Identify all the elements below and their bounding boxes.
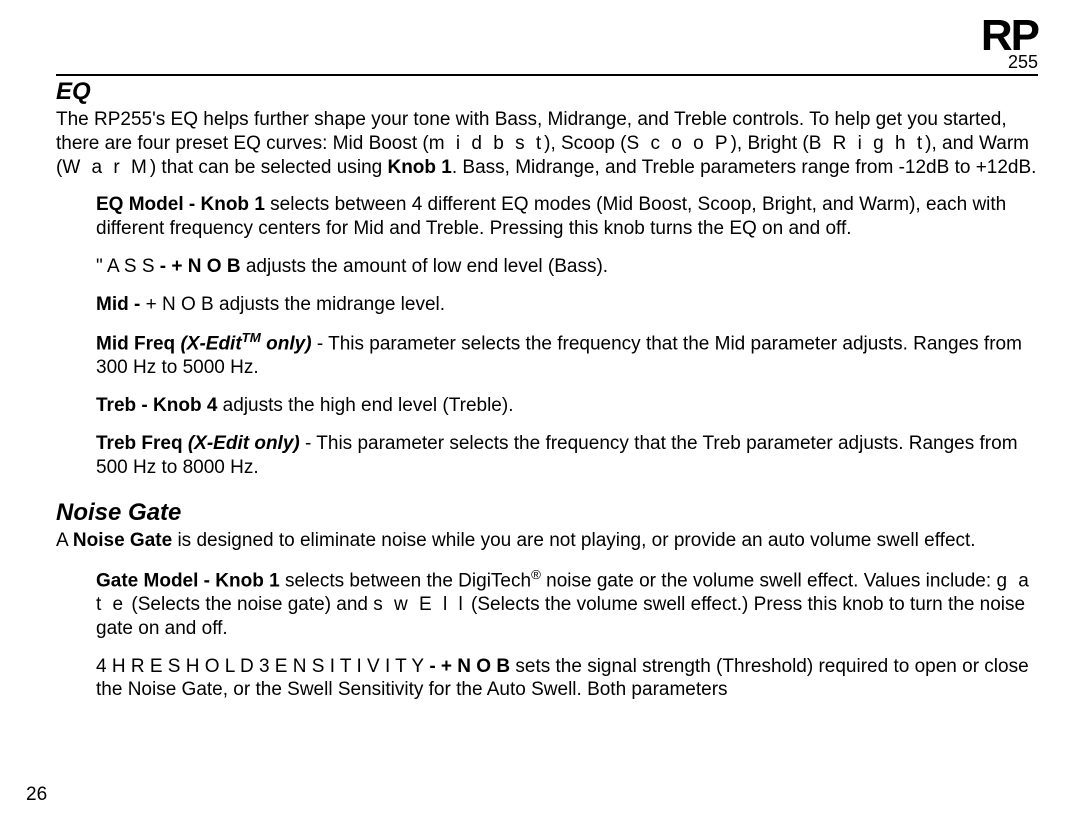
eq-item-trebfreq: Treb Freq (X-Edit only) - This parameter…: [96, 432, 1038, 480]
eq-heading: EQ: [56, 78, 1038, 106]
eq-treb-text: adjusts the high end level (Treble).: [217, 395, 513, 416]
eq-mid-text: adjusts the midrange level.: [219, 294, 445, 315]
eq-intro: The RP255's EQ helps further shape your …: [56, 108, 1038, 179]
eq-item-mid: Mid - + N O B adjusts the midrange level…: [96, 293, 1038, 317]
ng-thresh-pre: 4 H R E S H O L D 3 E N S I T I V I T Y: [96, 656, 424, 677]
eq-midfreq-tm: TM: [242, 330, 261, 345]
ng-item-threshold: 4 H R E S H O L D 3 E N S I T I V I T Y …: [96, 655, 1038, 703]
noise-gate-intro: A Noise Gate is designed to eliminate no…: [56, 529, 1038, 553]
eq-intro-bright: B R i g h t: [809, 133, 925, 154]
ng-item-model: Gate Model - Knob 1 selects between the …: [96, 567, 1038, 641]
brand-model-number: 255: [1008, 52, 1038, 73]
ng-thresh-label: - + N O B: [424, 656, 515, 677]
ng-intro-c: is designed to eliminate noise while you…: [172, 530, 975, 551]
ng-model-label: Gate Model - Knob 1: [96, 570, 280, 591]
page-number: 26: [26, 784, 47, 806]
header-rule: [56, 74, 1038, 76]
eq-bass-label: - + N O B: [155, 256, 246, 277]
ng-model-text-b: noise gate or the volume swell effect. V…: [541, 570, 997, 591]
eq-intro-text-f: . Bass, Midrange, and Treble parameters …: [452, 157, 1037, 178]
eq-intro-scoop: S c o o P: [627, 133, 731, 154]
ng-model-text-a: selects between the DigiTech: [280, 570, 531, 591]
eq-mid-label: Mid -: [96, 294, 146, 315]
eq-item-midfreq: Mid Freq (X-EditTM only) - This paramete…: [96, 330, 1038, 380]
ng-intro-a: A: [56, 530, 73, 551]
eq-intro-knob1: Knob 1: [387, 157, 451, 178]
eq-bass-pre: " A S S: [96, 256, 155, 277]
brand-logo: RP: [981, 18, 1038, 53]
eq-mid-knob: + N O B: [146, 294, 219, 315]
eq-model-label: EQ Model - Knob 1: [96, 194, 265, 215]
eq-midfreq-only: only): [261, 334, 312, 355]
eq-midfreq-label: Mid Freq: [96, 334, 180, 355]
eq-treb-knob: Knob 4: [153, 395, 217, 416]
eq-trebfreq-label: Treb Freq: [96, 433, 188, 454]
page-content: EQ The RP255's EQ helps further shape yo…: [56, 78, 1038, 702]
ng-model-reg: ®: [531, 567, 541, 582]
eq-item-model: EQ Model - Knob 1 selects between 4 diff…: [96, 193, 1038, 241]
eq-intro-text-c: ), Bright (: [731, 133, 809, 154]
eq-item-treb: Treb - Knob 4 adjusts the high end level…: [96, 394, 1038, 418]
ng-model-text-c: (Selects the noise gate) and: [126, 594, 373, 615]
eq-intro-midbst: m i d b s t: [429, 133, 544, 154]
eq-treb-label: Treb -: [96, 395, 153, 416]
eq-item-bass: " A S S - + N O B adjusts the amount of …: [96, 255, 1038, 279]
ng-intro-b: Noise Gate: [73, 530, 172, 551]
eq-bass-text: adjusts the amount of low end level (Bas…: [246, 256, 608, 277]
eq-intro-text-b: ), Scoop (: [544, 133, 626, 154]
ng-model-swell: s w E l l: [373, 594, 465, 615]
eq-trebfreq-xedit: (X-Edit only): [188, 433, 300, 454]
noise-gate-heading: Noise Gate: [56, 499, 1038, 527]
eq-intro-warm: W a r M: [62, 157, 150, 178]
eq-midfreq-xedit: (X-Edit: [180, 334, 241, 355]
eq-intro-text-e: ) that can be selected using: [150, 157, 388, 178]
